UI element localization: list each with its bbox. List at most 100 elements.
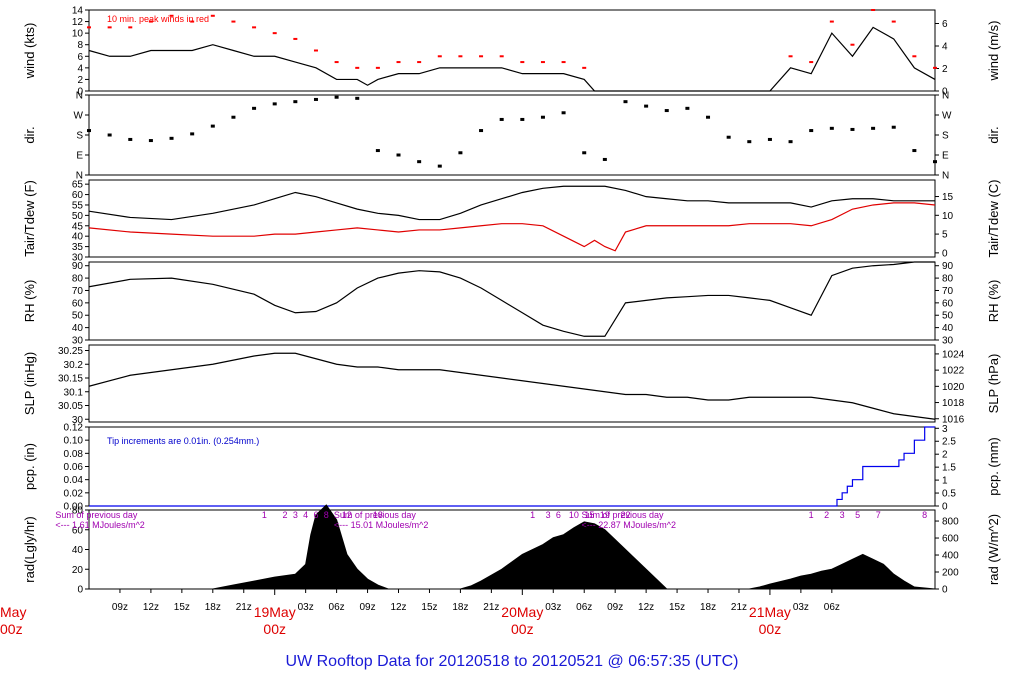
y-tick-label-right: 70 [942, 286, 954, 297]
direction-point [829, 126, 834, 130]
peak-wind-point [190, 20, 195, 23]
direction-point [499, 117, 504, 121]
chart-title: UW Rooftop Data for 20120518 to 20120521… [286, 653, 739, 670]
time-tick-label: 15z [174, 602, 190, 613]
radiation-hour-mark: 12 [342, 510, 352, 520]
y-tick-label: 45 [72, 221, 84, 232]
y-tick-label: W [74, 111, 84, 122]
y-tick-label: 0 [77, 87, 83, 98]
direction-point [582, 151, 587, 155]
direction-point [644, 104, 649, 108]
time-tick-label: 15z [669, 602, 685, 613]
y-tick-label: 30.1 [64, 387, 84, 398]
day-label: 20May [501, 604, 543, 620]
y-tick-label: 35 [72, 242, 84, 253]
y-axis-label-right: RH (%) [986, 280, 1001, 323]
time-tick-label: 15z [421, 602, 437, 613]
y-tick-label: 30.15 [58, 374, 83, 385]
peak-wind-point [540, 61, 545, 64]
y-tick-label-right: 1 [942, 476, 948, 487]
y-axis-label: rad(Lgly/hr) [22, 516, 37, 582]
direction-point [809, 129, 814, 133]
peak-wind-point [355, 66, 360, 69]
time-tick-label: 09z [112, 602, 128, 613]
direction-point [148, 139, 153, 143]
panel-annotation: Tip increments are 0.01in. (0.254mm.) [107, 436, 259, 446]
edge-day-sub-label: 00z [0, 621, 23, 637]
radiation-hour-mark: 8 [324, 510, 329, 520]
y-tick-label-right: 2 [942, 64, 948, 75]
time-tick-label: 12z [143, 602, 159, 613]
peak-wind-point [313, 49, 318, 52]
radiation-hour-mark: 3 [293, 510, 298, 520]
time-tick-label: 21z [236, 602, 252, 613]
y-tick-label-right: 60 [942, 298, 954, 309]
y-tick-label: 6 [77, 52, 83, 63]
y-tick-label-right: 80 [942, 274, 954, 285]
direction-point [355, 96, 360, 100]
y-axis-label-right: rad (W/m^2) [986, 514, 1001, 585]
y-axis-label: Tair/Tdew (F) [22, 180, 37, 257]
y-tick-label-right: 1018 [942, 398, 965, 409]
direction-point [747, 140, 752, 144]
radiation-hour-mark: 15 [584, 510, 594, 520]
y-tick-label-right: 1020 [942, 382, 965, 393]
y-tick-label: 50 [72, 211, 84, 222]
time-tick-label: 06z [576, 602, 592, 613]
y-tick-label-right: 3 [942, 424, 948, 435]
day-label: 21May [749, 604, 791, 620]
peak-wind-point [334, 61, 339, 64]
panel-pcp: 0.00 0.02 0.04 0.06 0.08 0.10 0.12 0 0.5 1 1.5 2 2.5… [22, 423, 1001, 513]
y-tick-label-right: N [942, 91, 949, 102]
series-line-pcp [89, 426, 935, 507]
y-tick-label: 55 [72, 200, 84, 211]
series-line-mean [88, 26, 936, 92]
y-tick-label: S [76, 131, 83, 142]
direction-point [685, 106, 690, 110]
y-tick-label: 65 [72, 180, 84, 191]
y-tick-label-right: 90 [942, 261, 954, 272]
y-tick-label: 30.25 [58, 346, 83, 357]
peak-wind-point [272, 32, 277, 35]
peak-wind-point [210, 14, 215, 17]
y-axis-label-right: dir. [986, 126, 1001, 143]
direction-point [252, 106, 257, 110]
y-tick-label-right: N [942, 171, 949, 182]
direction-point [458, 151, 463, 155]
y-tick-label-right: 1024 [942, 349, 965, 360]
time-tick-label: 21z [483, 602, 499, 613]
y-axis-label: wind (kts) [22, 23, 37, 80]
series-line-dew [88, 202, 936, 252]
panel-frame [88, 261, 936, 341]
y-tick-label-right: 30 [942, 336, 954, 347]
y-tick-label-right: 5 [942, 230, 948, 241]
direction-point [623, 100, 628, 104]
panel-frame [88, 94, 936, 176]
peak-wind-point [499, 55, 504, 58]
y-tick-label: N [76, 171, 83, 182]
panel-frame [88, 179, 936, 258]
radiation-hour-mark: 4 [303, 510, 308, 520]
y-tick-label: 70 [72, 286, 84, 297]
direction-point [561, 111, 566, 115]
edge-day-label: May [0, 604, 26, 620]
panel-frame [88, 344, 936, 423]
radiation-sum-value: <--- 22.87 MJoules/m^2 [581, 520, 676, 530]
y-tick-label: 0.02 [64, 488, 84, 499]
y-axis-label-right: pcp. (mm) [986, 437, 1001, 496]
y-tick-label: 80 [72, 274, 84, 285]
radiation-hour-mark: 1 [809, 510, 814, 520]
radiation-hour-mark: 8 [922, 510, 927, 520]
y-tick-label: 0.08 [64, 449, 84, 460]
direction-point [726, 135, 731, 139]
y-tick-label-right: 1016 [942, 414, 965, 425]
time-tick-label: 06z [824, 602, 840, 613]
y-tick-label: 4 [77, 63, 83, 74]
y-axis-label-right: SLP (hPa) [986, 354, 1001, 414]
radiation-hour-mark: 2 [283, 510, 288, 520]
time-tick-label: 21z [731, 602, 747, 613]
